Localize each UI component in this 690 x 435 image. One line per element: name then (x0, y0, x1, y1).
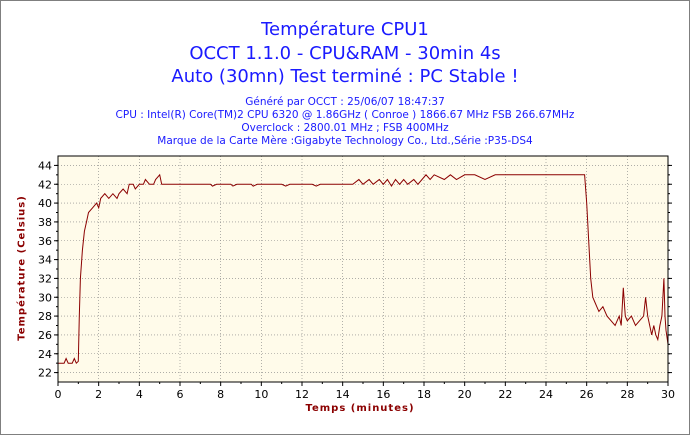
chart-subtitle-test: OCCT 1.1.0 - CPU&RAM - 30min 4s (189, 43, 501, 64)
y-axis-label: Température (Celsius) (16, 195, 28, 341)
y-tick-label: 24 (38, 348, 52, 361)
x-tick-label: 20 (458, 388, 472, 401)
info-generated: Généré par OCCT : 25/06/07 18:47:37 (245, 96, 445, 108)
y-tick-label: 32 (38, 272, 52, 285)
y-tick-label: 30 (38, 291, 52, 304)
y-tick-label: 22 (38, 367, 52, 380)
x-tick-label: 0 (55, 388, 62, 401)
x-tick-label: 12 (295, 388, 309, 401)
x-tick-label: 24 (539, 388, 553, 401)
x-tick-label: 10 (254, 388, 268, 401)
x-tick-label: 2 (95, 388, 102, 401)
info-overclock: Overclock : 2800.01 MHz ; FSB 400MHz (241, 122, 449, 134)
y-tick-label: 34 (38, 254, 52, 267)
y-axis: 22 24 26 28 30 32 34 36 38 40 42 44 (38, 159, 672, 380)
x-tick-label: 8 (217, 388, 224, 401)
x-tick-label: 16 (376, 388, 390, 401)
y-tick-label: 26 (38, 329, 52, 342)
y-tick-label: 36 (38, 235, 52, 248)
x-tick-label: 26 (580, 388, 594, 401)
x-tick-label: 14 (336, 388, 350, 401)
y-tick-label: 40 (38, 197, 52, 210)
plot-border (57, 155, 669, 383)
x-axis: 0 2 4 6 8 10 12 14 16 18 20 22 24 26 28 30 (55, 382, 675, 401)
y-tick-label: 44 (38, 159, 52, 172)
x-tick-label: 4 (136, 388, 143, 401)
x-tick-label: 22 (498, 388, 512, 401)
y-tick-label: 42 (38, 178, 52, 191)
info-motherboard: Marque de la Carte Mère :Gigabyte Techno… (157, 135, 533, 147)
chart-title: Température CPU1 (261, 19, 429, 40)
chart-subtitle-result: Auto (30mn) Test terminé : PC Stable ! (171, 66, 519, 87)
y-tick-label: 28 (38, 310, 52, 323)
x-tick-label: 18 (417, 388, 431, 401)
y-tick-label: 38 (38, 216, 52, 229)
x-tick-label: 30 (661, 388, 675, 401)
x-axis-label: Temps (minutes) (305, 403, 415, 414)
info-cpu: CPU : Intel(R) Core(TM)2 CPU 6320 @ 1.86… (115, 109, 575, 121)
series-line-temperature (58, 173, 669, 365)
x-tick-label: 28 (620, 388, 634, 401)
x-tick-label: 6 (177, 388, 184, 401)
plot-area (58, 156, 668, 382)
